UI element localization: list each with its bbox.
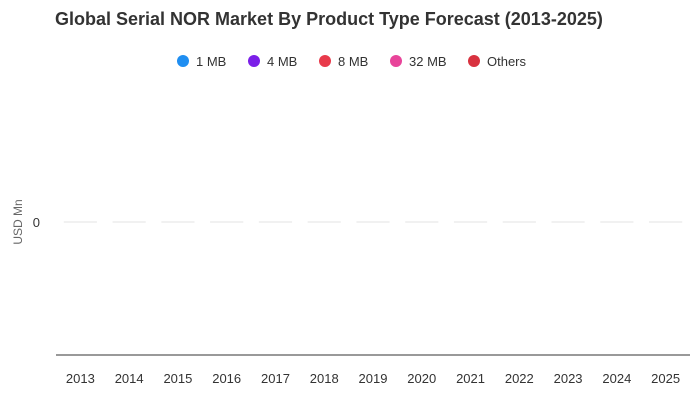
x-tick-label: 2019	[359, 371, 388, 386]
legend-item[interactable]: Others	[468, 54, 527, 69]
legend-label: Others	[487, 54, 527, 69]
legend-label: 8 MB	[338, 54, 368, 69]
legend-label: 4 MB	[267, 54, 297, 69]
x-tick-label: 2015	[163, 371, 192, 386]
legend-marker	[319, 55, 331, 67]
legend-marker	[390, 55, 402, 67]
x-tick-label: 2014	[115, 371, 144, 386]
legend: 1 MB 4 MB 8 MB 32 MB Others	[177, 54, 527, 69]
legend-marker	[248, 55, 260, 67]
x-axis-ticks: 2013 2014 2015 2016 2017 2018 2019 2020 2021 2022…	[66, 371, 680, 386]
legend-marker	[468, 55, 480, 67]
x-tick-label: 2020	[407, 371, 436, 386]
y-axis-ticks: 0	[33, 215, 40, 230]
x-tick-label: 2016	[212, 371, 241, 386]
legend-item[interactable]: 1 MB	[177, 54, 226, 69]
x-tick-label: 2013	[66, 371, 95, 386]
x-tick-label: 2017	[261, 371, 290, 386]
x-tick-label: 2018	[310, 371, 339, 386]
legend-marker	[177, 55, 189, 67]
x-tick-label: 2021	[456, 371, 485, 386]
x-tick-label: 2023	[554, 371, 583, 386]
legend-item[interactable]: 8 MB	[319, 54, 368, 69]
legend-item[interactable]: 4 MB	[248, 54, 297, 69]
x-tick-label: 2024	[602, 371, 631, 386]
legend-item[interactable]: 32 MB	[390, 54, 447, 69]
x-tick-label: 2025	[651, 371, 680, 386]
legend-label: 1 MB	[196, 54, 226, 69]
x-tick-label: 2022	[505, 371, 534, 386]
legend-label: 32 MB	[409, 54, 447, 69]
y-tick-label: 0	[33, 215, 40, 230]
y-axis-label: USD Mn	[11, 199, 25, 244]
chart-title: Global Serial NOR Market By Product Type…	[55, 9, 603, 29]
